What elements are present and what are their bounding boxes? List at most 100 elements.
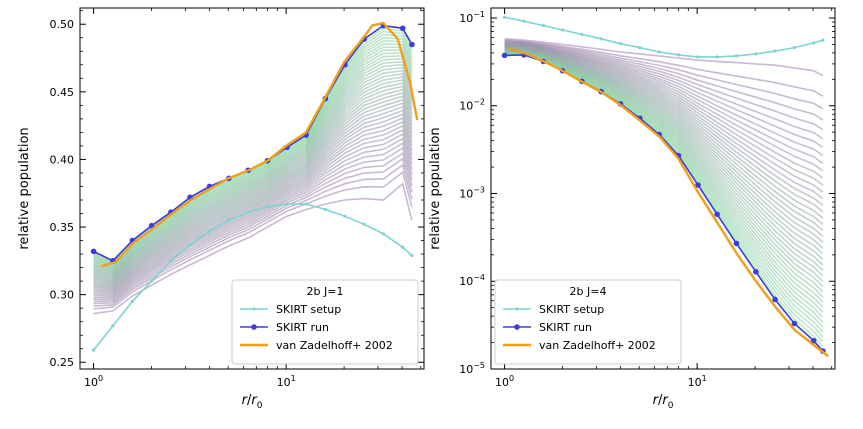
iteration-curve [93, 124, 413, 294]
legend-title: 2b J=1 [307, 285, 344, 298]
y-tick-label: 0.45 [50, 86, 75, 99]
iteration-curve [93, 76, 413, 278]
data-point [381, 232, 386, 236]
data-point [285, 202, 289, 206]
iteration-curve [93, 163, 413, 307]
legend-entry: SKIRT setup [539, 303, 604, 316]
iteration-curve [93, 170, 413, 310]
data-point [810, 337, 817, 344]
legend-title: 2b J=4 [570, 285, 607, 298]
data-point [791, 320, 798, 327]
right-chart-panel: 100 101 10−5 10−4 10−3 10−2 10−1 relative popu… [428, 7, 836, 411]
data-point [580, 32, 584, 37]
data-point [148, 222, 155, 229]
data-point [695, 182, 701, 188]
data-point [399, 25, 406, 32]
legend-marker [514, 324, 520, 330]
data-point [734, 54, 739, 58]
x-tick-label: 100 [84, 374, 103, 389]
series-line [101, 21, 419, 268]
data-point [130, 299, 134, 303]
legend-entry: van Zadelhoff+ 2002 [276, 339, 393, 352]
iteration-curve [93, 102, 413, 286]
iteration-curve [93, 98, 413, 285]
iteration-curve [93, 49, 413, 269]
data-point [821, 38, 825, 42]
legend-entry: SKIRT run [539, 321, 592, 334]
data-point [733, 240, 740, 247]
legend-marker [515, 307, 519, 311]
iteration-curve [504, 38, 824, 77]
right-y-axis-label: relative population [428, 127, 443, 249]
data-point [149, 279, 154, 283]
data-point [541, 23, 545, 28]
iteration-curve [93, 142, 413, 299]
data-point [618, 42, 623, 46]
left-chart-panel: 100 101 0.25 0.30 0.35 0.40 0.45 0.50 relative … [17, 7, 425, 411]
y-tick-label: 10−3 [459, 185, 485, 200]
legend-entry: van Zadelhoff+ 2002 [539, 339, 656, 352]
iteration-curve [93, 116, 413, 291]
iteration-curve [93, 152, 413, 303]
data-point [304, 202, 308, 206]
y-tick-label: 10−5 [459, 361, 485, 376]
legend-marker [252, 307, 256, 311]
data-point [90, 248, 97, 255]
iteration-curve [93, 146, 413, 301]
data-point [188, 243, 192, 247]
left-y-axis-label: relative population [17, 127, 32, 249]
series-line [92, 203, 413, 351]
x-tick-label: 100 [495, 374, 514, 389]
iteration-curve [93, 113, 413, 290]
data-point [207, 229, 212, 233]
legend-box [494, 279, 682, 365]
iteration-curve [93, 63, 413, 274]
iteration-curve [93, 95, 413, 284]
iteration-curve [93, 33, 413, 265]
data-point [343, 214, 347, 218]
iteration-curve [93, 105, 413, 287]
data-point [502, 15, 507, 19]
iteration-curve [504, 48, 824, 249]
data-point [91, 348, 96, 352]
iteration-curve [93, 120, 413, 292]
iteration-curve [93, 133, 413, 296]
left-x-axis-label: r/r0 [242, 393, 263, 411]
iteration-curve [93, 157, 413, 305]
iteration-curve [93, 182, 413, 315]
left-legend: 2b J=1 SKIRT setup SKIRT run van Zadelhoff+… [231, 279, 419, 365]
iteration-curve [93, 79, 413, 279]
data-point [410, 253, 414, 258]
iteration-curve [504, 40, 824, 121]
data-point [638, 45, 642, 50]
iteration-curve [504, 40, 824, 110]
data-point [773, 49, 777, 53]
iteration-curve [93, 92, 413, 283]
iteration-curve [93, 137, 413, 298]
data-point [227, 218, 231, 222]
data-point [409, 41, 415, 48]
right-plot-frame [490, 7, 836, 370]
y-tick-label: 10−2 [459, 98, 485, 113]
data-point [362, 222, 366, 226]
x-tick-label: 101 [688, 374, 707, 389]
y-tick-label: 10−1 [459, 10, 485, 25]
y-tick-label: 0.50 [50, 18, 75, 31]
data-point [522, 19, 526, 23]
data-point [696, 55, 700, 59]
data-point [265, 205, 270, 209]
left-curves [90, 21, 419, 352]
iteration-curve [504, 39, 824, 97]
y-tick-label: 0.30 [50, 289, 75, 302]
data-point [715, 55, 719, 59]
legend-entry: SKIRT run [276, 321, 329, 334]
data-point [754, 52, 758, 56]
data-point [111, 324, 115, 328]
data-point [560, 28, 565, 32]
data-point [323, 207, 328, 212]
data-point [246, 210, 250, 214]
right-axis-ticks: 100 101 10−5 10−4 10−3 10−2 10−1 [459, 8, 835, 389]
iteration-curve [93, 57, 413, 272]
data-point [792, 45, 797, 50]
